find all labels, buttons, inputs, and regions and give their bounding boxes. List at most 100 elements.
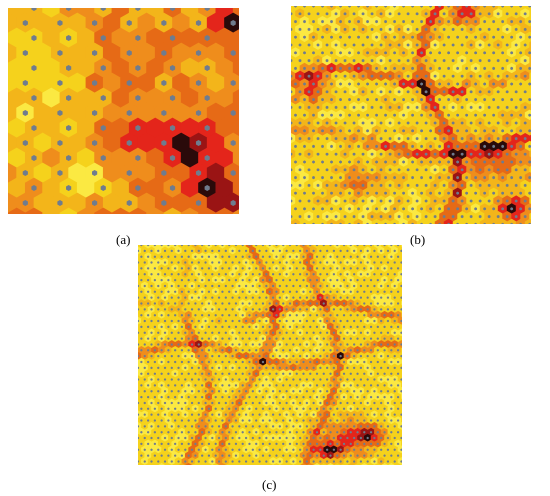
neuron-node — [268, 372, 271, 375]
neuron-node — [442, 59, 446, 63]
neuron-node — [332, 390, 335, 393]
neuron-node — [195, 50, 202, 56]
neuron-node — [357, 113, 360, 117]
neuron-node — [211, 354, 214, 358]
neuron-node — [348, 98, 351, 102]
hex-cell — [215, 207, 234, 214]
neuron-node — [299, 273, 302, 276]
neuron-node — [321, 6, 324, 8]
neuron-node — [282, 384, 285, 387]
neuron-node — [326, 378, 329, 381]
neuron-node — [339, 98, 342, 102]
neuron-node — [143, 319, 146, 323]
neuron-node — [386, 284, 390, 288]
neuron-node — [469, 105, 473, 109]
neuron-node — [342, 267, 346, 270]
neuron-node — [302, 395, 305, 399]
neuron-node — [460, 12, 464, 16]
neuron-node — [160, 384, 163, 387]
neuron-node — [261, 255, 265, 258]
neuron-node — [386, 319, 390, 323]
neuron-node — [275, 278, 278, 282]
neuron-node — [180, 245, 183, 247]
neuron-node — [157, 249, 160, 253]
neuron-node — [343, 43, 347, 47]
neuron-node — [214, 302, 217, 305]
neuron-node — [373, 343, 376, 346]
hex-cell — [529, 72, 531, 80]
neuron-node — [393, 191, 396, 195]
neuron-node — [469, 152, 473, 156]
neuron-node — [343, 59, 347, 63]
neuron-node — [190, 273, 194, 276]
neuron-node — [343, 90, 347, 94]
neuron-node — [204, 308, 207, 311]
neuron-node — [153, 384, 156, 387]
neuron-node — [332, 319, 335, 323]
neuron-node — [400, 308, 402, 311]
neuron-node — [298, 168, 302, 172]
neuron-node — [163, 343, 167, 346]
neuron-node — [326, 331, 329, 334]
neuron-node — [282, 395, 285, 399]
neuron-node — [523, 12, 527, 16]
neuron-node — [400, 249, 402, 253]
neuron-node — [201, 384, 204, 387]
neuron-node — [487, 74, 491, 78]
neuron-node — [288, 255, 292, 258]
neuron-node — [157, 284, 160, 288]
neuron-node — [505, 137, 509, 141]
neuron-node — [272, 319, 275, 323]
neuron-node — [348, 160, 351, 164]
neuron-node — [402, 6, 405, 8]
neuron-node — [316, 152, 320, 156]
hex-cell — [172, 42, 191, 64]
neuron-node — [379, 199, 383, 203]
neuron-node — [519, 51, 523, 55]
neuron-node — [510, 66, 514, 70]
hex-cell — [401, 312, 402, 318]
neuron-node — [214, 384, 217, 387]
neuron-node — [187, 255, 190, 258]
neuron-node — [487, 12, 491, 16]
neuron-node — [298, 105, 302, 109]
neuron-node — [487, 59, 491, 63]
neuron-node — [272, 401, 275, 405]
hex-cell — [401, 265, 402, 272]
neuron-node — [31, 155, 37, 161]
neuron-node — [251, 261, 254, 264]
neuron-node — [438, 113, 441, 117]
neuron-node — [275, 290, 278, 294]
neuron-node — [400, 261, 402, 264]
neuron-node — [348, 207, 351, 211]
neuron-node — [161, 80, 167, 86]
neuron-node — [217, 284, 221, 288]
neuron-node — [177, 390, 180, 393]
neuron-node — [261, 337, 265, 340]
neuron-node — [282, 325, 285, 329]
neuron-node — [163, 249, 167, 253]
neuron-node — [496, 74, 500, 78]
neuron-node — [230, 20, 236, 26]
neuron-node — [150, 296, 153, 299]
neuron-node — [402, 113, 405, 117]
neuron-node — [224, 308, 227, 311]
neuron-node — [388, 137, 392, 141]
neuron-node — [238, 390, 241, 393]
neuron-node — [370, 43, 374, 47]
neuron-node — [204, 343, 207, 346]
neuron-node — [309, 372, 312, 375]
neuron-node — [349, 313, 352, 317]
neuron-node — [187, 384, 190, 387]
neuron-node — [390, 302, 393, 305]
neuron-node — [126, 200, 132, 206]
neuron-node — [363, 290, 366, 294]
neuron-node — [161, 20, 167, 26]
neuron-node — [207, 395, 211, 399]
neuron-node — [356, 290, 359, 294]
neuron-node — [299, 331, 302, 334]
neuron-node — [150, 366, 153, 370]
neuron-node — [291, 121, 293, 125]
neuron-node — [376, 384, 379, 387]
neuron-node — [519, 176, 523, 180]
